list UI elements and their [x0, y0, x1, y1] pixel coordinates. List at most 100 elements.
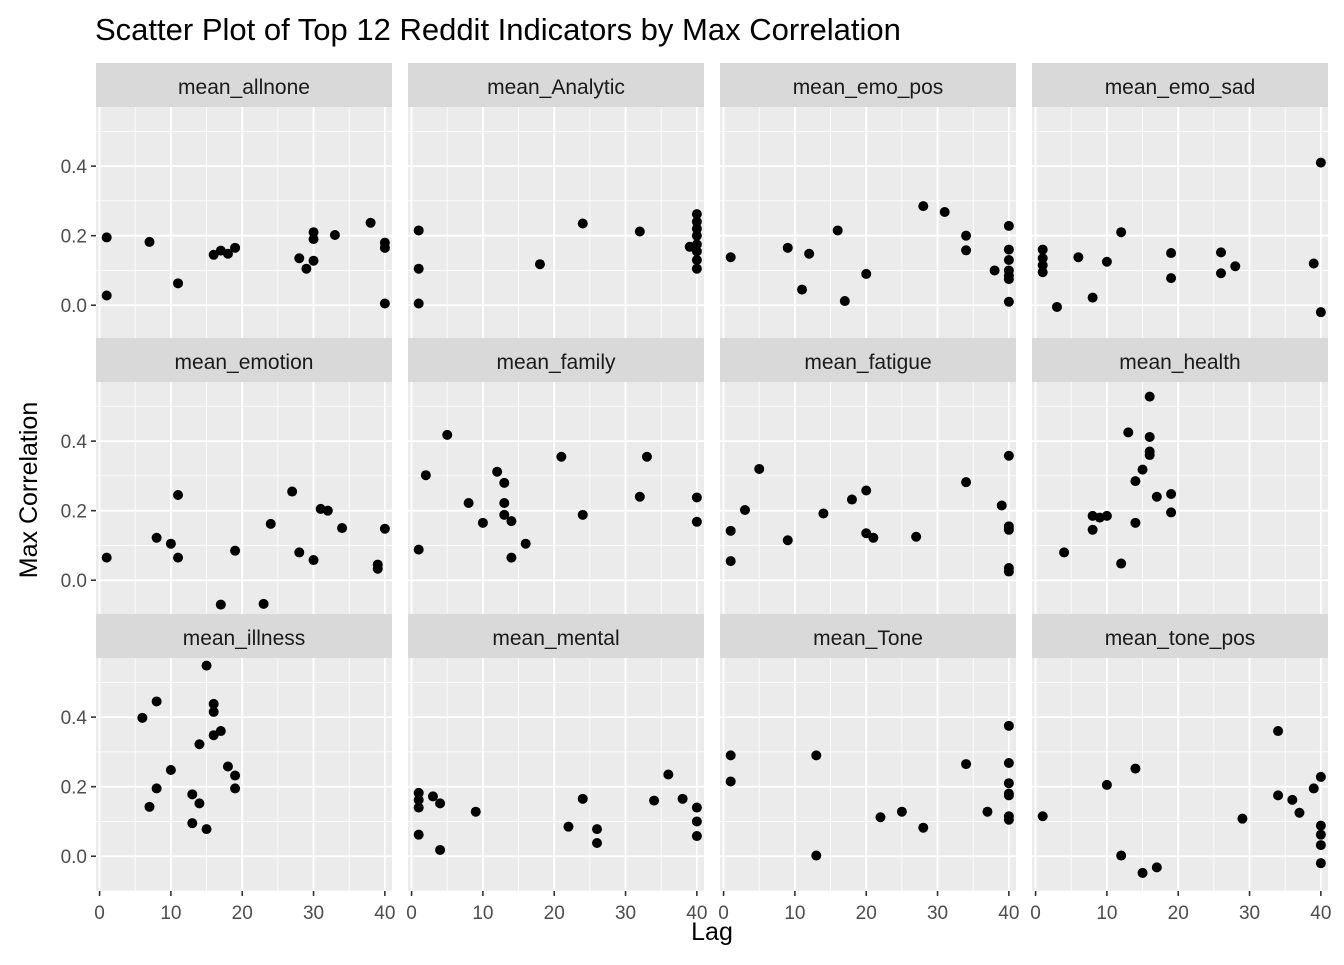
facet-strip [96, 614, 392, 658]
data-point [151, 783, 162, 794]
x-tick-label: 20 [1168, 903, 1189, 924]
facet-strip-label: mean_emotion [175, 351, 314, 374]
data-point [782, 242, 793, 253]
data-point [413, 802, 424, 813]
data-point [1315, 157, 1326, 168]
data-point [1130, 517, 1141, 528]
x-tick-label: 40 [1310, 903, 1331, 924]
data-point [1130, 763, 1141, 774]
facet-mean_emo_pos: mean_emo_pos [720, 63, 1016, 341]
data-point [420, 470, 431, 481]
data-point [861, 485, 872, 496]
facet-strip-label: mean_Tone [813, 627, 923, 650]
data-point [1144, 391, 1155, 402]
data-point [294, 253, 305, 264]
data-point [477, 517, 488, 528]
data-point [1315, 771, 1326, 782]
data-point [663, 769, 674, 780]
data-point [1116, 227, 1127, 238]
data-point [818, 508, 829, 519]
facet-mean_Tone: mean_Tone 0 10 20 30 40 [718, 614, 1019, 924]
data-point [308, 555, 319, 566]
data-point [1123, 427, 1134, 438]
facet-strip-label: mean_tone_pos [1105, 627, 1256, 650]
facet-strip [96, 338, 392, 382]
data-point [1003, 758, 1014, 769]
facet-strip-label: mean_illness [183, 627, 306, 650]
data-point [435, 844, 446, 855]
data-point [1101, 510, 1112, 521]
data-point [379, 242, 390, 253]
data-point [996, 500, 1007, 511]
data-point [173, 278, 184, 289]
data-point [470, 806, 481, 817]
data-point [725, 252, 736, 263]
data-point [739, 504, 750, 515]
data-point [634, 226, 645, 237]
y-tick-label: 0.4 [61, 708, 88, 729]
facet-mean_family: mean_family [408, 338, 704, 616]
data-point [1230, 261, 1241, 272]
data-point [1003, 274, 1014, 285]
facet-panel [720, 658, 1016, 891]
data-point [918, 201, 929, 212]
data-point [556, 451, 567, 462]
data-point [1166, 507, 1177, 518]
data-point [691, 246, 702, 257]
facet-strip-label: mean_allnone [178, 76, 310, 99]
facet-panel [96, 382, 392, 615]
data-point [1315, 820, 1326, 831]
data-point [337, 523, 348, 534]
data-point [379, 523, 390, 534]
data-point [137, 712, 148, 723]
data-point [187, 818, 198, 829]
facet-mean_allnone: mean_allnone 0.0 0.2 0.4 [61, 63, 392, 341]
data-point [811, 750, 822, 761]
data-point [144, 801, 155, 812]
data-point [1166, 488, 1177, 499]
data-point [379, 298, 390, 309]
x-tick-label: 0 [94, 903, 105, 924]
data-point [811, 850, 822, 861]
y-tick-label: 0.4 [61, 157, 88, 178]
facet-mean_Analytic: mean_Analytic [408, 63, 704, 341]
data-point [861, 268, 872, 279]
data-point [1003, 296, 1014, 307]
y-tick-label: 0.4 [61, 432, 88, 453]
data-point [641, 451, 652, 462]
data-point [1037, 811, 1048, 822]
data-point [372, 563, 383, 574]
data-point [961, 759, 972, 770]
data-point [832, 225, 843, 236]
facet-mean_mental: mean_mental 0 10 20 30 40 [406, 614, 707, 924]
data-point [165, 538, 176, 549]
data-point [173, 552, 184, 563]
data-point [918, 822, 929, 833]
data-point [365, 217, 376, 228]
data-point [1137, 867, 1148, 878]
data-point [435, 798, 446, 809]
facet-strip [720, 338, 1016, 382]
facet-strip-label: mean_mental [492, 627, 619, 650]
y-tick-label: 0.0 [61, 571, 87, 592]
data-point [861, 528, 872, 539]
data-point [208, 698, 219, 709]
data-point [413, 263, 424, 274]
data-point [1308, 258, 1319, 269]
data-point [911, 531, 922, 542]
y-tick-label: 0.2 [61, 227, 87, 248]
data-point [294, 547, 305, 558]
data-point [1003, 790, 1014, 801]
data-point [1073, 252, 1084, 263]
data-point [287, 486, 298, 497]
data-point [1237, 813, 1248, 824]
data-point [101, 552, 112, 563]
data-point [1003, 450, 1014, 461]
data-point [691, 831, 702, 842]
facet-mean_illness: mean_illness 0.0 0.2 0.4 0 10 20 30 40 [61, 614, 395, 924]
facet-panel [1032, 658, 1328, 891]
data-point [1003, 524, 1014, 535]
data-point [506, 552, 517, 563]
